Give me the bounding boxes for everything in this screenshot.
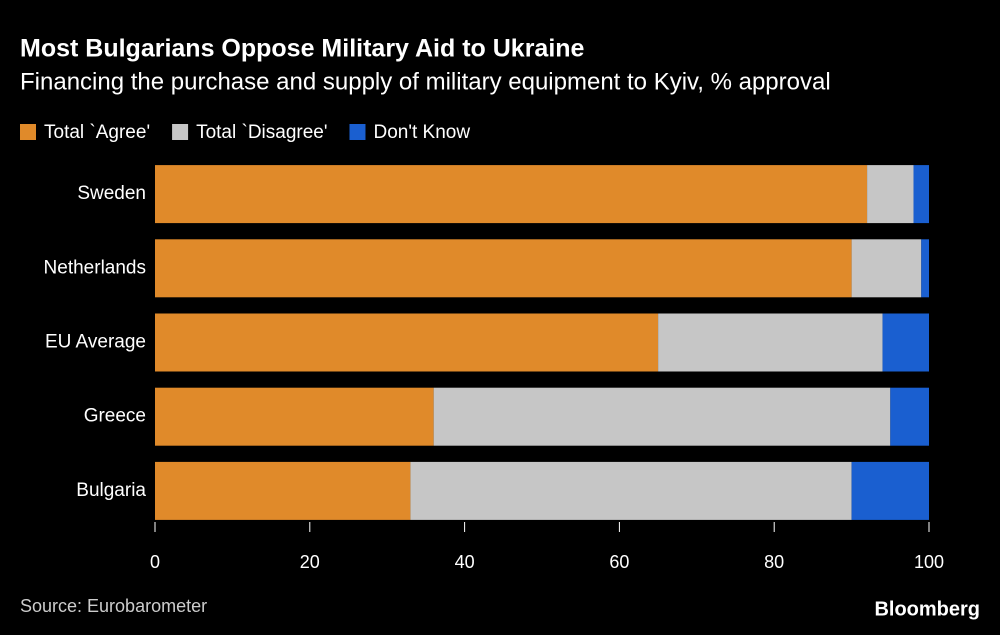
x-tick-label: 80 (764, 552, 784, 572)
y-tick-label: Greece (84, 406, 146, 427)
bar-segment (155, 461, 411, 520)
chart-subtitle: Financing the purchase and supply of mil… (20, 68, 831, 95)
bar-segment (851, 461, 929, 520)
y-tick-label: Sweden (77, 183, 146, 204)
bar-segment (890, 387, 929, 446)
bar-segment (867, 165, 914, 224)
x-tick-label: 100 (914, 552, 944, 572)
y-tick-label: Bulgaria (76, 480, 146, 501)
bar-segment (155, 313, 659, 372)
legend-swatch (20, 124, 36, 140)
y-tick-label: Netherlands (44, 257, 146, 278)
brand: Bloomberg (874, 598, 980, 620)
bar-segment (921, 239, 929, 298)
chart-title: Most Bulgarians Oppose Military Aid to U… (20, 35, 585, 63)
x-tick-label: 40 (455, 552, 475, 572)
bar-segment (851, 239, 922, 298)
bar-segment (155, 239, 852, 298)
legend-label: Total `Agree' (44, 122, 150, 143)
bar-segment (155, 165, 868, 224)
source: Source: Eurobarometer (20, 596, 207, 616)
bar-segment (658, 313, 883, 372)
bar-segment (913, 165, 929, 224)
y-tick-label: EU Average (45, 332, 146, 353)
x-tick-label: 0 (150, 552, 160, 572)
legend-label: Don't Know (373, 122, 470, 143)
legend-swatch (172, 124, 189, 140)
legend-label: Total `Disagree' (196, 122, 327, 143)
x-tick-label: 60 (609, 552, 629, 572)
x-tick-label: 20 (300, 552, 320, 572)
bar-segment (882, 313, 929, 372)
bar-segment (433, 387, 891, 446)
bar-segment (155, 387, 434, 446)
legend-swatch (349, 124, 366, 140)
bar-segment (410, 461, 852, 520)
